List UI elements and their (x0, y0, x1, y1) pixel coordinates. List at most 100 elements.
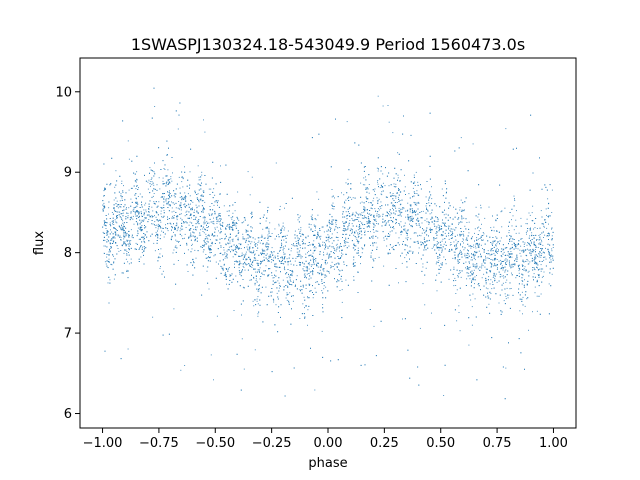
data-point (295, 284, 296, 286)
data-point (179, 244, 181, 246)
data-point (175, 207, 177, 209)
data-point (409, 377, 411, 379)
data-point (380, 207, 382, 209)
data-point (349, 215, 351, 217)
data-point (272, 298, 274, 300)
data-point (137, 211, 139, 213)
data-point (127, 348, 129, 350)
data-point (428, 221, 430, 223)
data-point (503, 277, 505, 279)
data-point (285, 297, 287, 299)
data-point (121, 224, 122, 226)
data-point (445, 263, 447, 265)
data-point (422, 263, 424, 265)
data-point (321, 226, 323, 228)
data-point (231, 218, 233, 220)
scatter-points (102, 87, 554, 400)
data-point (280, 232, 282, 233)
data-point (220, 228, 222, 230)
data-point (194, 249, 196, 251)
data-point (190, 209, 192, 211)
data-point (188, 211, 190, 213)
data-point (509, 240, 511, 242)
data-point (299, 233, 301, 234)
data-point (135, 212, 137, 213)
data-point (383, 265, 385, 267)
data-point (413, 174, 415, 176)
data-point (360, 182, 362, 184)
data-point (495, 258, 497, 260)
data-point (159, 257, 161, 259)
data-point (109, 249, 110, 251)
data-point (332, 195, 334, 197)
data-point (539, 157, 540, 159)
data-point (234, 261, 236, 262)
data-point (108, 302, 110, 304)
data-point (443, 395, 445, 396)
data-point (113, 199, 115, 201)
data-point (172, 215, 174, 217)
data-point (250, 243, 252, 245)
data-point (352, 219, 354, 221)
data-point (449, 225, 451, 227)
data-point (538, 274, 540, 276)
data-point (237, 239, 239, 241)
data-point (189, 236, 191, 238)
data-point (192, 264, 194, 266)
data-point (366, 187, 368, 189)
data-point (457, 275, 459, 276)
data-point (191, 217, 192, 219)
data-point (153, 184, 155, 186)
data-point (330, 265, 332, 267)
data-point (419, 234, 420, 236)
data-point (348, 245, 350, 247)
data-point (211, 213, 213, 215)
data-point (510, 237, 512, 239)
data-point (221, 266, 223, 268)
data-point (258, 271, 260, 272)
data-point (254, 282, 256, 284)
data-point (180, 217, 182, 219)
data-point (265, 245, 267, 247)
data-point (398, 198, 400, 200)
data-point (534, 286, 536, 288)
data-point (453, 241, 455, 243)
data-point (287, 261, 288, 263)
data-point (168, 333, 170, 335)
data-point (414, 210, 415, 211)
data-point (370, 252, 372, 254)
data-point (436, 247, 438, 249)
data-point (514, 244, 515, 246)
data-point (379, 187, 381, 189)
data-point (228, 246, 230, 248)
data-point (414, 232, 416, 234)
data-point (263, 214, 265, 216)
data-point (254, 243, 256, 245)
data-point (225, 228, 227, 230)
data-point (115, 203, 117, 205)
data-point (504, 270, 506, 272)
data-point (510, 267, 512, 269)
data-point (183, 198, 184, 200)
data-point (330, 166, 332, 168)
data-point (297, 214, 299, 216)
data-point (213, 217, 214, 219)
data-point (222, 259, 224, 261)
data-point (205, 254, 207, 255)
data-point (103, 195, 105, 197)
data-point (189, 184, 191, 186)
data-point (257, 290, 259, 292)
data-point (542, 244, 544, 246)
data-point (110, 248, 112, 249)
data-point (115, 184, 117, 186)
data-point (206, 257, 208, 259)
data-point (255, 280, 257, 281)
data-point (431, 186, 432, 188)
data-point (496, 243, 498, 245)
data-point (309, 264, 311, 266)
data-point (181, 219, 183, 221)
data-point (153, 171, 155, 173)
data-point (482, 232, 484, 233)
data-point (319, 228, 321, 230)
data-point (429, 227, 431, 229)
